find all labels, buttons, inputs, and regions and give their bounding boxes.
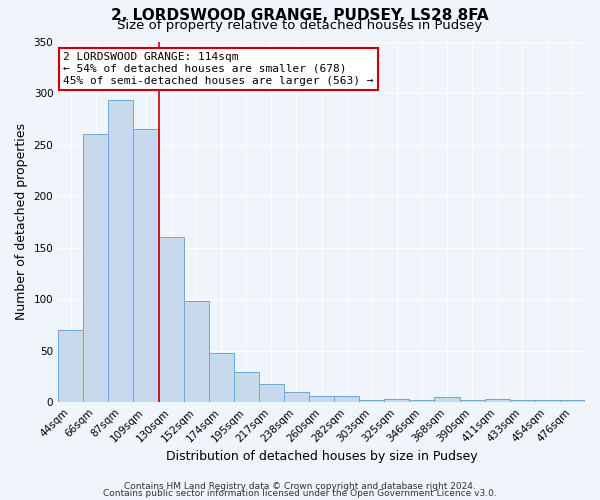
Bar [209,353,234,402]
Bar [284,392,309,402]
Bar [434,397,460,402]
Bar [309,396,334,402]
Text: Contains HM Land Registry data © Crown copyright and database right 2024.: Contains HM Land Registry data © Crown c… [124,482,476,491]
Text: 2, LORDSWOOD GRANGE, PUDSEY, LS28 8FA: 2, LORDSWOOD GRANGE, PUDSEY, LS28 8FA [111,8,489,22]
Bar [385,399,409,402]
Bar [259,384,284,402]
Bar [485,399,510,402]
Bar [234,372,259,402]
Text: Size of property relative to detached houses in Pudsey: Size of property relative to detached ho… [118,19,482,32]
Bar [409,400,434,402]
X-axis label: Distribution of detached houses by size in Pudsey: Distribution of detached houses by size … [166,450,478,462]
Bar [510,400,535,402]
Bar [133,129,158,402]
Bar [184,301,209,402]
Y-axis label: Number of detached properties: Number of detached properties [15,124,28,320]
Bar [359,400,385,402]
Bar [334,396,359,402]
Bar [58,330,83,402]
Bar [109,100,133,402]
Bar [83,134,109,402]
Bar [158,238,184,402]
Text: 2 LORDSWOOD GRANGE: 114sqm
← 54% of detached houses are smaller (678)
45% of sem: 2 LORDSWOOD GRANGE: 114sqm ← 54% of deta… [64,52,374,86]
Bar [560,400,585,402]
Text: Contains public sector information licensed under the Open Government Licence v3: Contains public sector information licen… [103,490,497,498]
Bar [535,400,560,402]
Bar [460,400,485,402]
